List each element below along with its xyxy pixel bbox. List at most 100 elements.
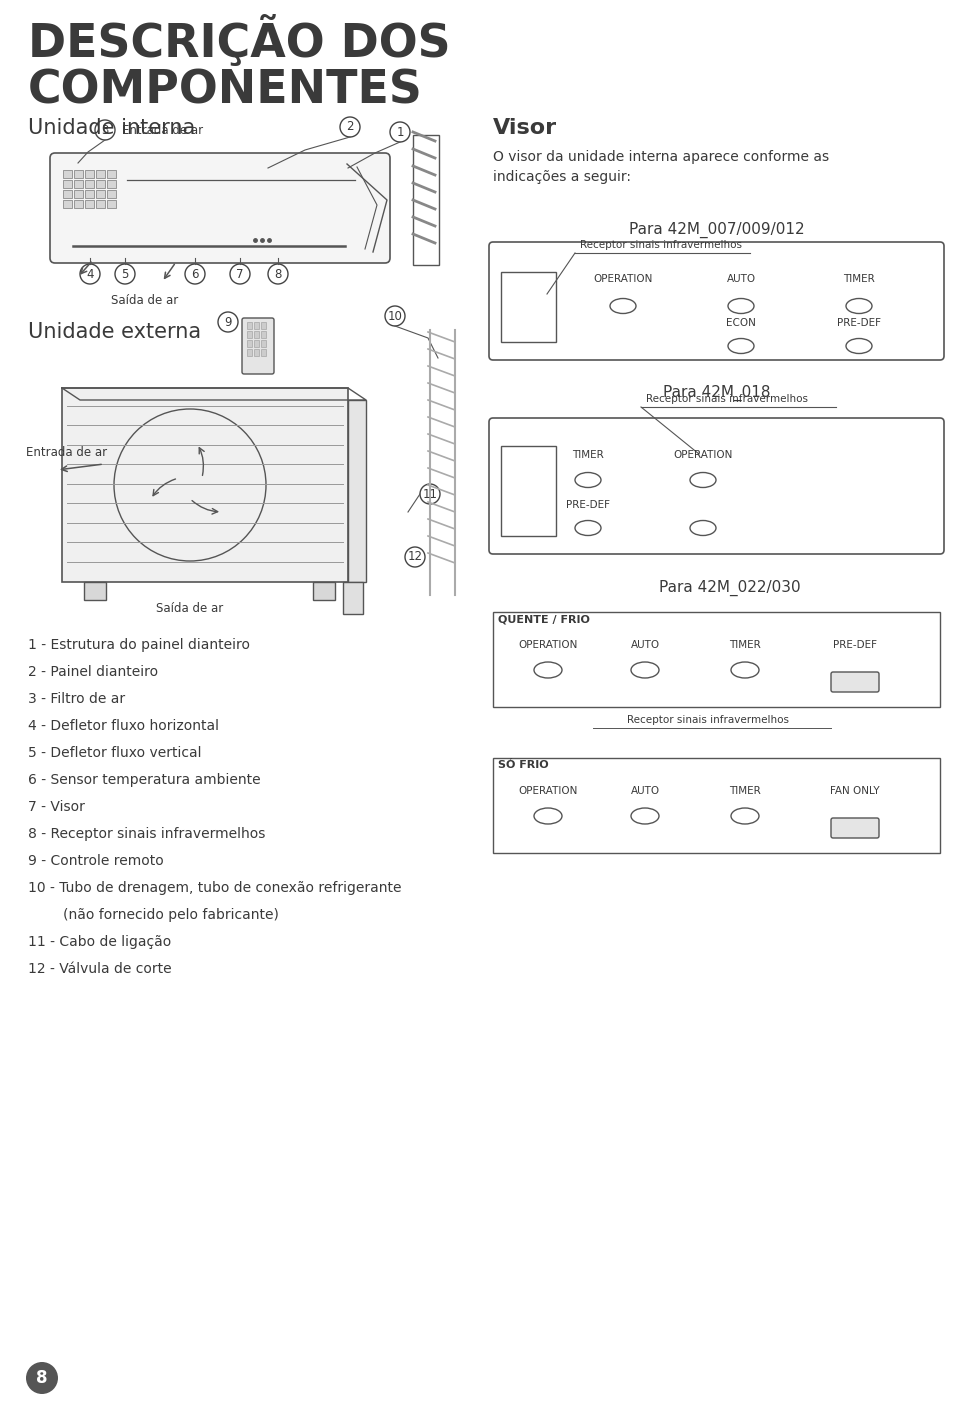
- Bar: [85, 170, 94, 179]
- Text: 7: 7: [236, 267, 244, 281]
- Bar: [247, 322, 252, 329]
- Text: Para 42M_022/030: Para 42M_022/030: [660, 581, 801, 596]
- Circle shape: [26, 1362, 58, 1393]
- Bar: [74, 200, 83, 208]
- Text: OPERATION: OPERATION: [518, 640, 578, 650]
- Text: 4 - Defletor fluxo horizontal: 4 - Defletor fluxo horizontal: [28, 718, 219, 733]
- Text: Entrada de ar: Entrada de ar: [122, 124, 204, 136]
- Text: Receptor sinais infravermelhos: Receptor sinais infravermelhos: [646, 394, 808, 404]
- Text: Unidade interna: Unidade interna: [28, 118, 195, 138]
- Text: 3: 3: [102, 124, 108, 136]
- Text: AUTO: AUTO: [727, 274, 756, 284]
- Text: 10: 10: [388, 309, 402, 322]
- Bar: [254, 340, 259, 347]
- Bar: [261, 349, 266, 356]
- Text: 9: 9: [225, 315, 231, 329]
- Bar: [74, 170, 83, 179]
- Bar: [96, 190, 105, 198]
- Text: (não fornecido pelo fabricante): (não fornecido pelo fabricante): [28, 908, 278, 922]
- Bar: [501, 446, 556, 536]
- Bar: [96, 180, 105, 188]
- Text: 1: 1: [396, 125, 404, 139]
- Text: QUENTE / FRIO: QUENTE / FRIO: [498, 614, 589, 624]
- FancyBboxPatch shape: [50, 153, 390, 263]
- Text: 4: 4: [86, 267, 94, 281]
- Text: 2 - Painel dianteiro: 2 - Painel dianteiro: [28, 665, 158, 679]
- Text: TIMER: TIMER: [730, 786, 761, 796]
- Text: 3 - Filtro de ar: 3 - Filtro de ar: [28, 692, 125, 706]
- Bar: [247, 330, 252, 337]
- Text: 1 - Estrutura do painel dianteiro: 1 - Estrutura do painel dianteiro: [28, 638, 250, 652]
- Bar: [261, 322, 266, 329]
- Text: PRE-DEF: PRE-DEF: [566, 501, 610, 510]
- Bar: [493, 758, 940, 853]
- Bar: [254, 322, 259, 329]
- Text: 6 - Sensor temperatura ambiente: 6 - Sensor temperatura ambiente: [28, 773, 260, 787]
- Bar: [74, 190, 83, 198]
- Text: 10 - Tubo de drenagem, tubo de conexão refrigerante: 10 - Tubo de drenagem, tubo de conexão r…: [28, 882, 401, 896]
- Bar: [63, 200, 72, 208]
- Text: AUTO: AUTO: [631, 640, 660, 650]
- FancyBboxPatch shape: [489, 242, 944, 360]
- Text: Saída de ar: Saída de ar: [156, 602, 224, 614]
- Text: 5: 5: [121, 267, 129, 281]
- Bar: [348, 399, 366, 582]
- Text: ECON: ECON: [726, 318, 756, 328]
- Text: 2: 2: [347, 121, 353, 134]
- Text: Para 42M_007/009/012: Para 42M_007/009/012: [629, 222, 804, 238]
- Text: Receptor sinais infravermelhos: Receptor sinais infravermelhos: [580, 240, 742, 250]
- Bar: [74, 180, 83, 188]
- Text: Visor: Visor: [493, 118, 557, 138]
- Text: 8 - Receptor sinais infravermelhos: 8 - Receptor sinais infravermelhos: [28, 827, 265, 841]
- Bar: [96, 170, 105, 179]
- Text: Receptor sinais infravermelhos: Receptor sinais infravermelhos: [627, 716, 789, 725]
- Text: PRE-DEF: PRE-DEF: [837, 318, 881, 328]
- Bar: [107, 190, 116, 198]
- Bar: [343, 582, 363, 614]
- Bar: [63, 190, 72, 198]
- Text: 11: 11: [422, 488, 438, 501]
- Text: FAN ONLY: FAN ONLY: [830, 786, 879, 796]
- Bar: [85, 180, 94, 188]
- FancyBboxPatch shape: [242, 318, 274, 374]
- Text: 8: 8: [275, 267, 281, 281]
- Bar: [501, 271, 556, 342]
- Bar: [85, 190, 94, 198]
- Text: Saída de ar: Saída de ar: [111, 294, 179, 307]
- Bar: [63, 170, 72, 179]
- FancyBboxPatch shape: [489, 418, 944, 554]
- Text: TIMER: TIMER: [572, 450, 604, 460]
- Text: 5 - Defletor fluxo vertical: 5 - Defletor fluxo vertical: [28, 747, 202, 761]
- FancyBboxPatch shape: [831, 818, 879, 838]
- Text: OPERATION: OPERATION: [673, 450, 732, 460]
- FancyBboxPatch shape: [831, 672, 879, 692]
- Text: OPERATION: OPERATION: [593, 274, 653, 284]
- Bar: [62, 388, 348, 582]
- Text: SÓ FRIO: SÓ FRIO: [498, 761, 548, 770]
- Text: OPERATION: OPERATION: [518, 786, 578, 796]
- Text: 12: 12: [407, 551, 422, 564]
- Bar: [261, 340, 266, 347]
- Text: O visor da unidade interna aparece conforme as
indicações a seguir:: O visor da unidade interna aparece confo…: [493, 150, 829, 184]
- Bar: [107, 200, 116, 208]
- Bar: [493, 612, 940, 707]
- Text: Para 42M_018: Para 42M_018: [662, 385, 770, 401]
- Bar: [107, 180, 116, 188]
- Bar: [247, 349, 252, 356]
- Bar: [254, 349, 259, 356]
- Text: 12 - Válvula de corte: 12 - Válvula de corte: [28, 962, 172, 976]
- Text: TIMER: TIMER: [843, 274, 875, 284]
- Bar: [261, 330, 266, 337]
- Bar: [63, 180, 72, 188]
- Bar: [313, 582, 335, 600]
- Bar: [96, 200, 105, 208]
- Bar: [413, 135, 439, 264]
- Text: Entrada de ar: Entrada de ar: [26, 446, 108, 458]
- Bar: [85, 200, 94, 208]
- Text: AUTO: AUTO: [631, 786, 660, 796]
- Text: Unidade externa: Unidade externa: [28, 322, 202, 342]
- Text: 7 - Visor: 7 - Visor: [28, 800, 84, 814]
- Text: TIMER: TIMER: [730, 640, 761, 650]
- Bar: [247, 340, 252, 347]
- Bar: [254, 330, 259, 337]
